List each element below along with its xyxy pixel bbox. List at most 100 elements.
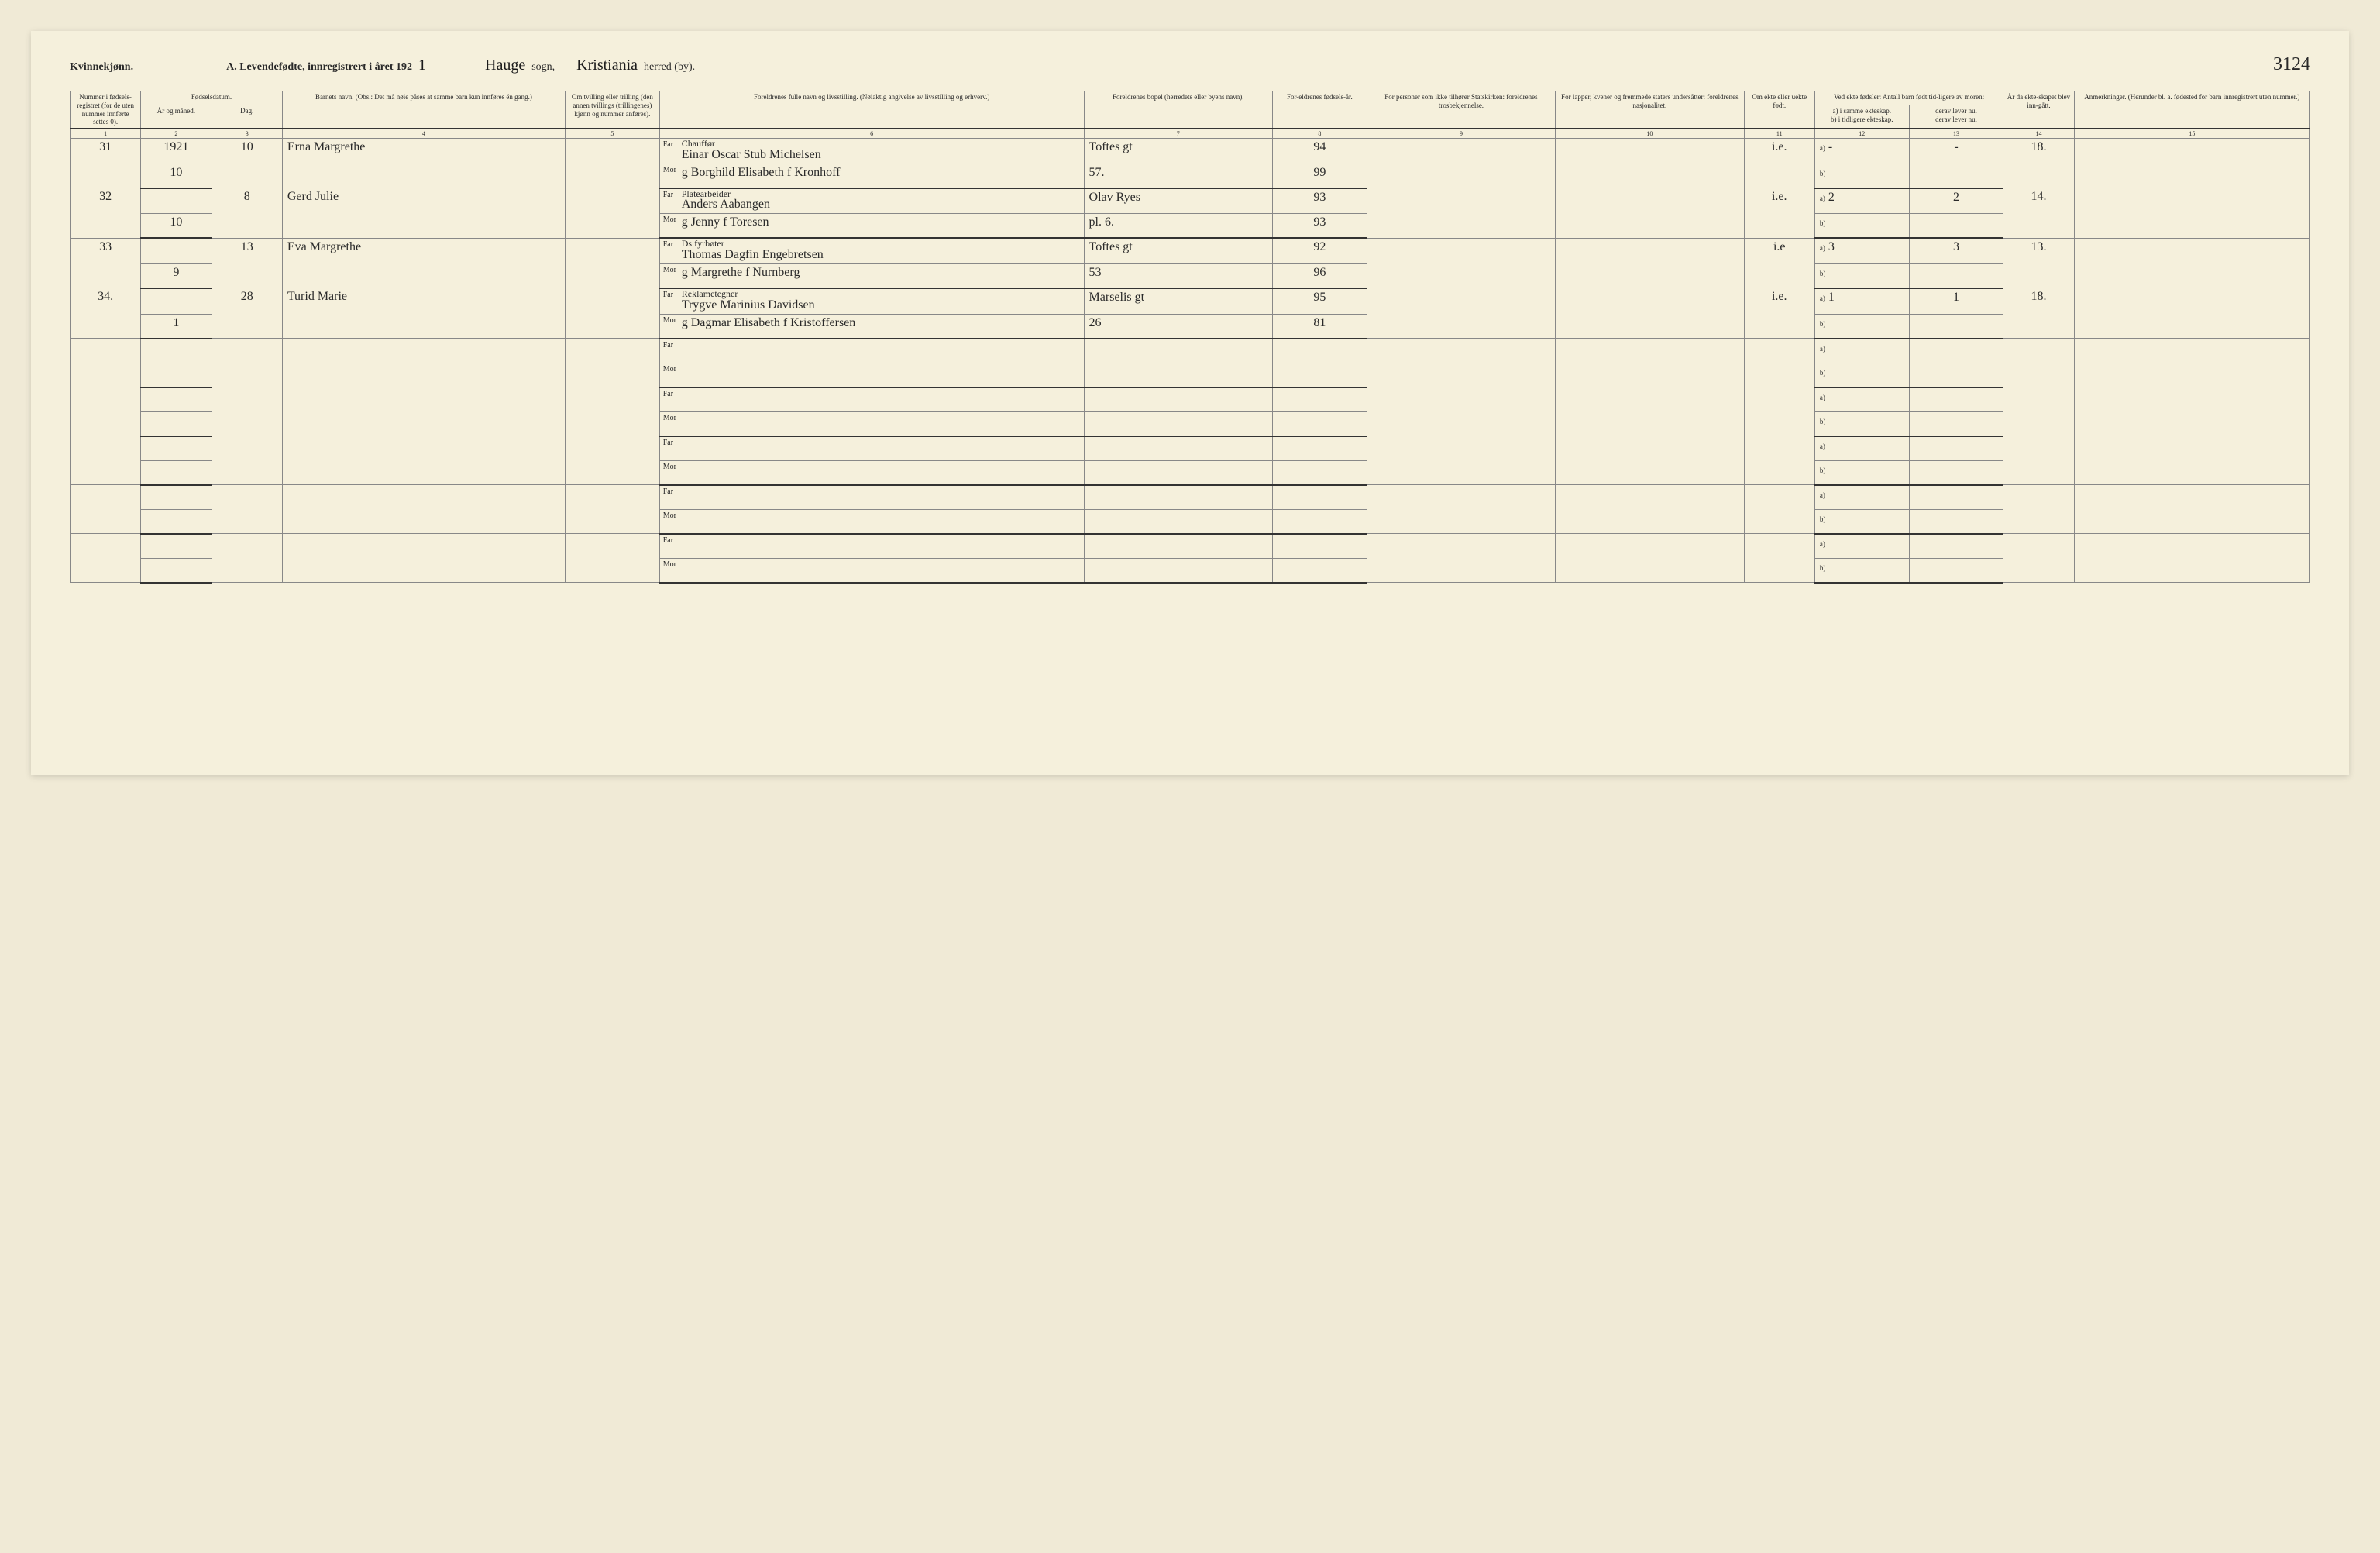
entry-prev-a: a) bbox=[1814, 485, 1909, 510]
entry-live-b bbox=[1909, 164, 2003, 188]
entry-foreign bbox=[1556, 188, 1744, 239]
table-row: 32 8 Gerd Julie FarPlatearbeiderAnders A… bbox=[71, 188, 2310, 214]
col-parentyear: For-eldrenes fødsels-år. bbox=[1273, 91, 1367, 129]
entry-church bbox=[1367, 188, 1555, 239]
entry-home-father: Marselis gt bbox=[1084, 288, 1272, 314]
entry-notes bbox=[2074, 188, 2309, 239]
entry-legit bbox=[1744, 534, 1814, 583]
entry-mother: Mor bbox=[659, 411, 1084, 436]
entry-marriage: 13. bbox=[2003, 238, 2074, 288]
entry-home-mother bbox=[1084, 509, 1272, 534]
entry-childname: Erna Margrethe bbox=[282, 139, 565, 188]
col-church: For personer som ikke tilhører Statskirk… bbox=[1367, 91, 1555, 129]
title-prefix: A. Levendefødte, innregistrert i året 19… bbox=[226, 61, 412, 74]
entry-father: FarPlatearbeiderAnders Aabangen bbox=[659, 188, 1084, 214]
entry-church bbox=[1367, 139, 1555, 188]
entry-foreign bbox=[1556, 485, 1744, 534]
entry-year bbox=[141, 188, 212, 214]
entry-prev-b: b) bbox=[1814, 363, 1909, 387]
entry-marriage bbox=[2003, 339, 2074, 387]
entry-number bbox=[71, 339, 141, 387]
entry-childname: Gerd Julie bbox=[282, 188, 565, 239]
entry-day: 10 bbox=[212, 139, 282, 188]
entry-childname bbox=[282, 339, 565, 387]
entry-month: 10 bbox=[141, 214, 212, 239]
entry-mother: Morg Jenny f Toresen bbox=[659, 214, 1084, 239]
entry-marriage bbox=[2003, 436, 2074, 485]
sogn-label: sogn, bbox=[531, 61, 555, 74]
entry-live-a: 2 bbox=[1909, 188, 2003, 214]
entry-home-mother: 53 bbox=[1084, 263, 1272, 288]
entry-number bbox=[71, 534, 141, 583]
entry-prev-a: a) bbox=[1814, 436, 1909, 461]
entry-church bbox=[1367, 238, 1555, 288]
entry-church bbox=[1367, 436, 1555, 485]
entry-day bbox=[212, 436, 282, 485]
herred-value: Kristiania bbox=[570, 57, 644, 74]
entry-fatheryear bbox=[1273, 387, 1367, 412]
entry-prev-b: b) bbox=[1814, 314, 1909, 339]
entry-number: 32 bbox=[71, 188, 141, 239]
entry-mother: Morg Margrethe f Nurnberg bbox=[659, 263, 1084, 288]
entry-twin bbox=[566, 188, 660, 239]
entry-prev-b: b) bbox=[1814, 263, 1909, 288]
entry-year bbox=[141, 485, 212, 510]
entry-mother: Mor bbox=[659, 460, 1084, 485]
entry-home-mother: pl. 6. bbox=[1084, 214, 1272, 239]
entry-live-a bbox=[1909, 534, 2003, 559]
entry-notes bbox=[2074, 485, 2309, 534]
entry-prev-b: b) bbox=[1814, 214, 1909, 239]
entry-motheryear bbox=[1273, 411, 1367, 436]
col-legit: Om ekte eller uekte født. bbox=[1744, 91, 1814, 129]
entry-twin bbox=[566, 436, 660, 485]
entry-live-a: 3 bbox=[1909, 238, 2003, 263]
entry-notes bbox=[2074, 436, 2309, 485]
entry-fatheryear bbox=[1273, 339, 1367, 363]
entry-home-mother: 26 bbox=[1084, 314, 1272, 339]
table-row: Far a) bbox=[71, 485, 2310, 510]
entry-legit: i.e. bbox=[1744, 188, 1814, 239]
entry-prev-a: a) bbox=[1814, 534, 1909, 559]
entry-live-b bbox=[1909, 263, 2003, 288]
entry-live-a: - bbox=[1909, 139, 2003, 164]
entry-fatheryear: 93 bbox=[1273, 188, 1367, 214]
entry-motheryear bbox=[1273, 460, 1367, 485]
entry-fatheryear: 95 bbox=[1273, 288, 1367, 314]
entry-day bbox=[212, 534, 282, 583]
entry-church bbox=[1367, 485, 1555, 534]
entry-live-a bbox=[1909, 387, 2003, 412]
entry-mother: Mor bbox=[659, 558, 1084, 583]
entry-live-b bbox=[1909, 558, 2003, 583]
entry-church bbox=[1367, 387, 1555, 436]
year-suffix: 1 bbox=[412, 57, 432, 74]
table-row: Far a) bbox=[71, 387, 2310, 412]
entry-home-father bbox=[1084, 387, 1272, 412]
entry-twin bbox=[566, 288, 660, 339]
entry-live-a bbox=[1909, 339, 2003, 363]
table-row: Far a) bbox=[71, 534, 2310, 559]
col-prev-live: derav lever nu.derav lever nu. bbox=[1909, 105, 2003, 129]
entry-live-a bbox=[1909, 485, 2003, 510]
entry-foreign bbox=[1556, 238, 1744, 288]
entry-year bbox=[141, 339, 212, 363]
entry-day: 28 bbox=[212, 288, 282, 339]
entry-live-b bbox=[1909, 411, 2003, 436]
table-row: 33 13 Eva Margrethe FarDs fyrbøterThomas… bbox=[71, 238, 2310, 263]
entry-month bbox=[141, 363, 212, 387]
entry-notes bbox=[2074, 387, 2309, 436]
entry-twin bbox=[566, 387, 660, 436]
entry-motheryear bbox=[1273, 558, 1367, 583]
entry-home-mother bbox=[1084, 460, 1272, 485]
entry-home-father: Olav Ryes bbox=[1084, 188, 1272, 214]
entry-number bbox=[71, 485, 141, 534]
entry-year bbox=[141, 387, 212, 412]
entry-twin bbox=[566, 238, 660, 288]
entry-day bbox=[212, 485, 282, 534]
entry-father: Far bbox=[659, 387, 1084, 412]
page-header: Kvinnekjønn. A. Levendefødte, innregistr… bbox=[70, 54, 2310, 75]
entry-fatheryear bbox=[1273, 534, 1367, 559]
col-birthdate: Fødselsdatum. bbox=[141, 91, 283, 105]
entry-prev-b: b) bbox=[1814, 509, 1909, 534]
col-home: Foreldrenes bopel (herredets eller byens… bbox=[1084, 91, 1272, 129]
entry-father: Far bbox=[659, 485, 1084, 510]
